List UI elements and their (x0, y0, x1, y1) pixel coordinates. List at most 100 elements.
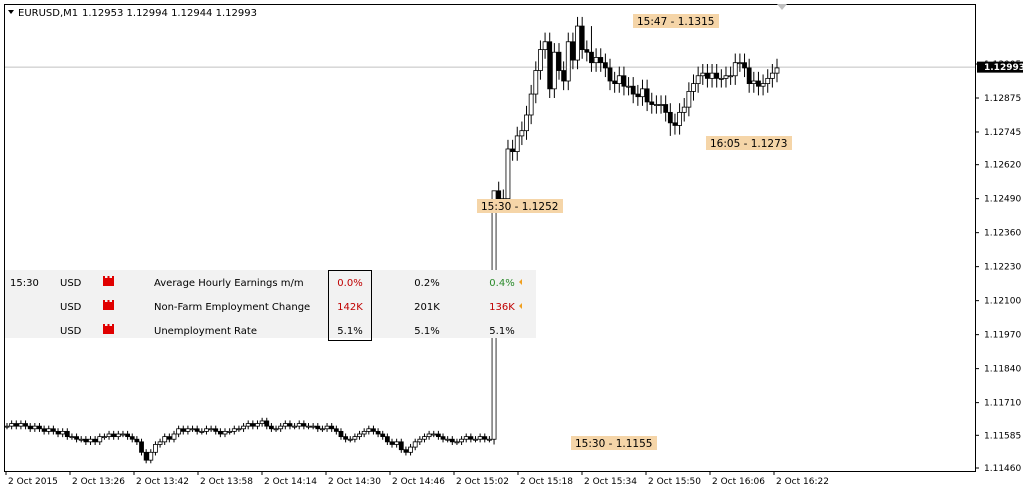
candle (449, 436, 455, 445)
candle (746, 58, 752, 93)
candle (241, 423, 246, 432)
y-tick-label: 1.11840 (984, 365, 1021, 375)
candle (440, 433, 446, 443)
x-tick-label: 2 Oct 13:42 (136, 477, 189, 487)
candle (528, 84, 534, 125)
candle (23, 420, 28, 430)
candle (55, 428, 61, 438)
candle (273, 425, 279, 432)
calendar-row[interactable]: USD Non-Farm Employment Change 142K 201K 136… (60, 300, 522, 313)
actual-highlight-box (328, 270, 372, 341)
candle (9, 420, 15, 430)
event-currency: USD (60, 326, 82, 337)
candle (46, 425, 52, 435)
candle (208, 425, 214, 432)
candle (728, 66, 734, 85)
candle (570, 32, 576, 70)
candle (102, 433, 107, 440)
chevron-down-icon[interactable] (8, 10, 14, 14)
candle (176, 425, 182, 438)
calendar-row[interactable]: 15:30 USD Average Hourly Earnings m/m 0.0% 0… (10, 276, 522, 289)
candle (630, 77, 636, 104)
calendar-row[interactable]: USD Unemployment Rate 5.1% 5.1% 5.1% (60, 324, 515, 337)
candle (217, 428, 223, 438)
candle (556, 43, 562, 80)
y-tick-label: 1.12620 (984, 161, 1021, 171)
candle (194, 425, 200, 435)
candle (231, 425, 237, 435)
annotation-bg (571, 436, 657, 450)
event-previous: 0.4% (489, 278, 514, 289)
event-name: Non-Farm Employment Change (154, 302, 310, 313)
event-previous: 5.1% (489, 326, 514, 337)
candle (653, 95, 659, 114)
candle (324, 423, 330, 432)
candle (245, 420, 251, 430)
candle (686, 82, 692, 117)
candle (343, 433, 349, 443)
y-tick-label: 1.12100 (984, 297, 1021, 307)
candle (468, 433, 474, 443)
candle (695, 66, 701, 93)
candle (454, 438, 460, 445)
candle (64, 428, 70, 440)
candle (287, 420, 293, 430)
candle (134, 436, 140, 445)
candle (306, 423, 311, 430)
event-currency: USD (60, 278, 82, 289)
candle (533, 61, 539, 104)
candle (384, 433, 390, 445)
candle (445, 436, 451, 443)
event-actual: 0.0% (337, 278, 362, 289)
candle (705, 63, 710, 88)
candle (296, 420, 302, 430)
candle (329, 423, 335, 432)
candle (222, 428, 228, 438)
candle (204, 425, 209, 435)
candle (718, 69, 724, 88)
candle (92, 436, 98, 445)
candle (143, 449, 149, 464)
impact-icon (103, 300, 114, 310)
candle (27, 423, 33, 432)
event-forecast: 0.2% (414, 278, 439, 289)
revision-arrow-icon (519, 303, 522, 309)
event-forecast: 201K (414, 302, 440, 313)
candle (338, 428, 344, 440)
candle (264, 417, 270, 430)
candle (250, 420, 256, 430)
current-price-tag: 1.12993 (977, 61, 1024, 73)
candle (310, 423, 316, 430)
candle (621, 66, 627, 96)
candle (315, 423, 321, 432)
candle (602, 53, 608, 78)
candle (282, 420, 288, 430)
candle (106, 430, 112, 440)
candle (115, 430, 121, 440)
candle (765, 69, 771, 93)
candle (32, 423, 38, 432)
candle (301, 420, 307, 430)
annotation-label: 15:30 - 1.1155 (575, 438, 652, 450)
candle (681, 97, 687, 122)
candle (259, 417, 265, 427)
candle (227, 428, 233, 435)
candle (463, 433, 469, 443)
candle (129, 433, 135, 443)
event-previous: 136K (489, 302, 515, 313)
candle (74, 433, 79, 443)
shift-marker-icon[interactable] (777, 4, 787, 10)
y-tick-label: 1.11585 (984, 431, 1021, 441)
x-tick-label: 2 Oct 15:50 (648, 477, 701, 487)
candle (769, 63, 775, 88)
calendar-background (5, 270, 536, 338)
symbol-label: EURUSD,M1 (18, 8, 78, 19)
candle (612, 71, 618, 93)
x-tick-label: 2 Oct 15:34 (584, 477, 637, 487)
candle (190, 425, 195, 432)
candle (185, 425, 191, 435)
candle (487, 436, 492, 443)
candle (742, 53, 747, 78)
candle (538, 40, 543, 80)
